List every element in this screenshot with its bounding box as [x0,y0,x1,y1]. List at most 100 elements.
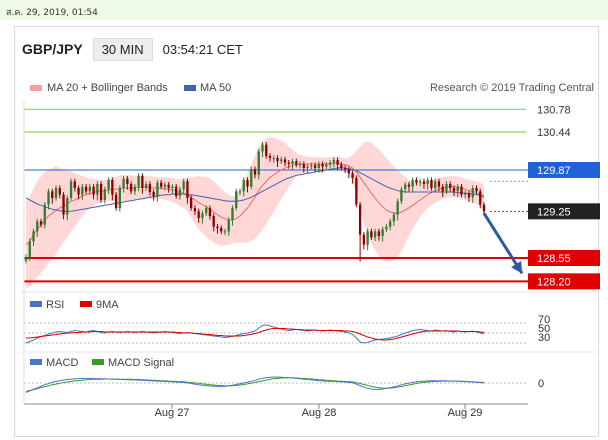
candle-122 [482,204,486,212]
candle-114 [452,188,456,192]
candle-19 [96,184,99,195]
candle-109 [434,181,437,188]
candle-67 [276,158,279,162]
candle-57 [238,191,242,193]
ma50-legend-label: MA 50 [200,82,231,94]
candle-31 [141,176,144,188]
macd-line [25,376,485,393]
candle-4 [39,221,43,225]
current-price-label: 129.25 [537,206,571,218]
candle-97 [388,221,392,227]
price-chart: 130.78 130.44 129.87 129.25 128.55 128.20 [20,104,600,293]
candle-48 [205,208,208,214]
forecast-arrow-line [482,212,524,275]
candle-27 [126,178,129,184]
candle-66 [272,158,275,159]
candle-70 [287,162,290,164]
ma50-line [25,167,485,212]
bollinger-legend-label: MA 20 + Bollinger Bands [47,82,168,94]
candle-43 [186,181,189,198]
current-price-badge [528,203,600,220]
candle-49 [208,208,212,216]
ma50-legend-swatch [184,85,196,91]
candle-63 [261,144,264,152]
candle-121 [479,191,482,205]
candle-90 [362,234,366,245]
candle-82 [332,160,335,163]
candle-21 [103,189,106,200]
candle-41 [178,189,182,196]
candle-61 [253,169,257,175]
candle-59 [246,180,249,187]
candle-77 [313,165,317,168]
candle-51 [216,226,219,228]
candle-46 [197,211,200,218]
candle-13 [73,181,76,188]
candle-95 [381,229,384,236]
candle-32 [144,184,148,188]
candle-39 [171,186,174,188]
candle-44 [190,198,193,208]
candle-9 [58,188,61,195]
candle-103 [411,180,414,187]
candle-83 [336,160,339,165]
candle-7 [51,191,54,198]
candle-26 [122,178,125,188]
candle-47 [201,213,204,218]
candle-0 [24,257,28,261]
candle-120 [475,188,478,192]
credit-text: Research © 2019 Trading Central [430,82,594,94]
candle-34 [152,192,155,196]
candle-62 [257,151,260,175]
candle-65 [268,156,272,158]
candle-17 [88,186,91,192]
candle-118 [467,193,471,198]
candle-30 [137,176,140,187]
candle-115 [456,186,459,192]
symbol-label[interactable]: GBP/JPY [22,41,83,57]
candle-10 [62,194,65,215]
support-level-badge-5 [528,273,600,290]
timeframe-button[interactable]: 30 MIN [92,37,153,61]
top-status-bar: ส.ค. 29, 2019, 01:54 [0,0,608,20]
rsi-line [25,324,485,344]
candle-25 [118,188,122,208]
forecast-arrow-head [511,260,522,274]
candle-71 [291,161,294,164]
candle-74 [302,164,305,168]
candle-42 [182,181,185,190]
candle-91 [366,231,369,245]
rsi-ma-legend-label: 9MA [96,299,119,311]
candle-2 [32,231,35,242]
chart-panel [14,26,599,437]
candle-106 [422,181,426,184]
candle-98 [392,214,396,222]
x-tick-label-0: Aug 27 [155,407,190,419]
candle-55 [231,208,234,220]
candle-45 [193,208,197,212]
resistance-label-1: 130.44 [537,127,571,139]
ma20-line [25,162,485,246]
candle-52 [220,228,223,232]
candle-36 [159,182,163,187]
support-level-label-5: 128.20 [537,276,571,288]
x-tick-label-1: Aug 28 [302,407,337,419]
pivot-level-badge [528,162,600,178]
candle-73 [298,164,302,165]
candle-79 [321,164,324,167]
candle-23 [111,180,114,195]
candle-64 [265,144,268,156]
candle-22 [107,180,110,190]
macd-level-label: 0 [538,378,544,390]
clock-time: 03:54:21 CET [162,41,243,57]
candle-24 [114,194,118,208]
candle-3 [36,221,39,232]
candle-40 [175,186,178,196]
candle-37 [163,184,167,187]
rsi-level-label-30: 30 [538,332,550,344]
candle-84 [340,164,343,168]
candle-53 [223,231,227,233]
candle-87 [351,173,354,178]
macd-legend-swatch [30,359,42,365]
